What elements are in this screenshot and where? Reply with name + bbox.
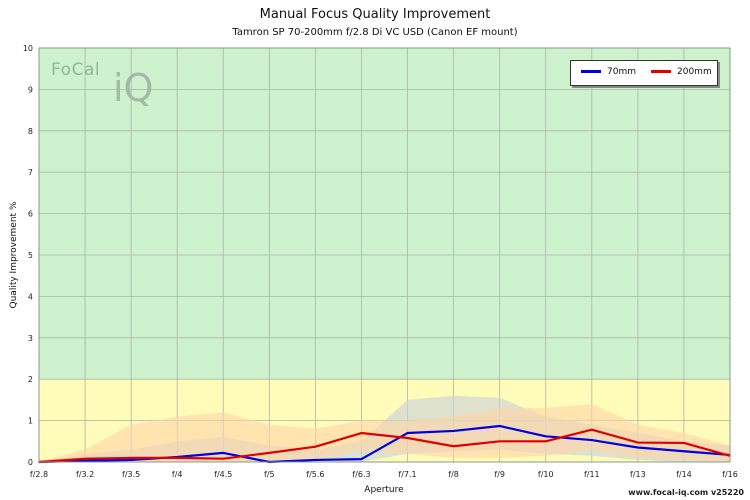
data-point-200mm [452, 445, 455, 448]
y-tick-label: 5 [28, 251, 33, 260]
data-point-70mm [360, 458, 363, 460]
data-point-70mm [591, 439, 593, 441]
x-tick-label: f/7.1 [398, 470, 416, 479]
data-point-200mm [683, 442, 685, 444]
chart-subtitle: Tamron SP 70-200mm f/2.8 Di VC USD (Cano… [232, 27, 518, 38]
legend: 70mm 200mm [570, 60, 718, 86]
data-point-70mm [222, 452, 225, 454]
data-point-70mm [84, 459, 86, 462]
y-tick-label: 7 [28, 168, 33, 177]
data-point-70mm [544, 435, 547, 438]
data-point-70mm [406, 432, 409, 434]
x-tick-label: f/5 [264, 470, 275, 479]
x-tick-label: f/4.5 [214, 470, 232, 479]
plot-frame [38, 47, 731, 463]
data-point-70mm [314, 459, 317, 461]
iq-logo: iQ [113, 66, 154, 110]
legend-label-70mm: 70mm [607, 67, 636, 77]
data-point-200mm [637, 441, 639, 444]
data-point-200mm [176, 457, 178, 459]
data-point-200mm [360, 432, 363, 434]
data-point-200mm [268, 452, 271, 454]
y-tick-label: 4 [28, 292, 33, 301]
legend-label-200mm: 200mm [677, 67, 712, 77]
y-axis-label: Quality Improvement % [9, 201, 19, 308]
x-tick-label: f/2.8 [30, 470, 48, 479]
x-tick-label: f/6.3 [352, 470, 370, 479]
x-tick-label: f/14 [676, 470, 692, 479]
data-point-200mm [406, 437, 409, 439]
data-point-200mm [544, 440, 547, 443]
x-tick-label: f/4 [172, 470, 183, 479]
legend-swatch-70mm [581, 70, 601, 73]
y-tick-label: 10 [23, 44, 33, 53]
data-point-70mm [452, 430, 455, 432]
x-tick-label: f/5.6 [306, 470, 324, 479]
x-tick-label: f/16 [722, 470, 738, 479]
y-tick-label: 3 [28, 334, 33, 343]
x-tick-label: f/11 [584, 470, 600, 479]
data-point-70mm [498, 425, 501, 427]
data-point-70mm [683, 450, 685, 453]
legend-item-200mm: 200mm [651, 67, 712, 77]
x-tick-label: f/3.2 [76, 470, 94, 479]
y-tick-label: 9 [28, 85, 33, 94]
y-tick-label: 2 [28, 375, 33, 384]
y-tick-label: 1 [28, 417, 33, 426]
data-point-200mm [314, 445, 317, 448]
data-point-200mm [84, 457, 86, 460]
footer-credit: www.focal-iq.com v25220 [628, 488, 744, 497]
data-point-200mm [130, 457, 132, 459]
x-tick-label: f/10 [538, 470, 554, 479]
legend-item-70mm: 70mm [581, 67, 636, 77]
focal-logo: FoCal [51, 60, 101, 80]
data-point-70mm [637, 446, 639, 449]
data-point-200mm [222, 457, 225, 460]
y-tick-label: 8 [28, 127, 33, 136]
series-line-200mm [38, 428, 731, 464]
x-tick-label: f/3.5 [122, 470, 140, 479]
legend-swatch-200mm [651, 70, 671, 73]
data-point-200mm [498, 440, 501, 443]
chart-title: Manual Focus Quality Improvement [259, 7, 491, 22]
data-point-70mm [130, 459, 132, 461]
x-tick-label: f/9 [494, 470, 505, 479]
y-tick-label: 6 [28, 210, 33, 219]
x-axis-label: Aperture [364, 485, 404, 495]
x-tick-label: f/8 [448, 470, 459, 479]
y-tick-label: 0 [28, 458, 33, 467]
x-tick-label: f/13 [630, 470, 646, 479]
range-band-200mm [39, 404, 730, 462]
data-point-200mm [591, 428, 593, 431]
